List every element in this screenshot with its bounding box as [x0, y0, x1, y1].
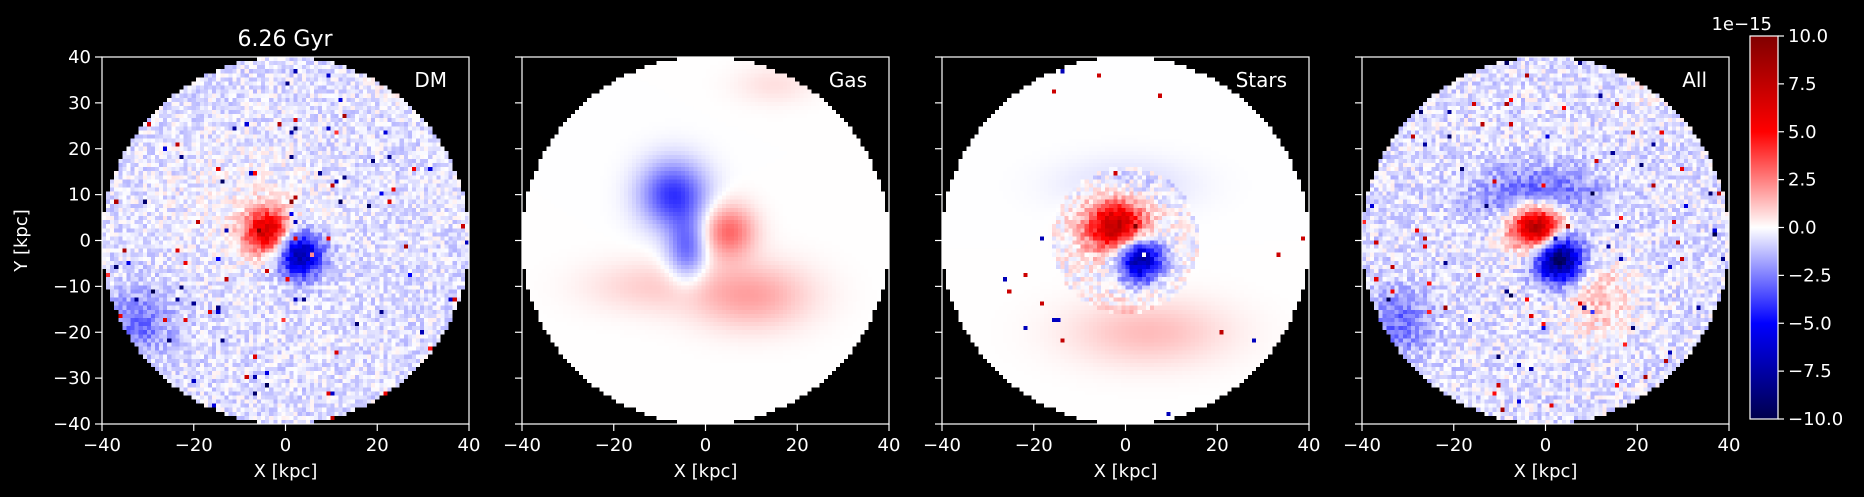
panel-label: Stars — [1236, 68, 1287, 92]
figure-title: 6.26 Gyr — [237, 27, 333, 52]
heatmap-stars — [942, 57, 1309, 424]
panel-dm: DM −40 −20 0 20 40 40 30 20 10 0 −10 −20 −30 −40 X [kpc… — [11, 47, 480, 482]
colorbar-tick-label: 2.5 — [1788, 170, 1817, 191]
x-tick-label: 20 — [1206, 435, 1229, 456]
x-tick-label: −20 — [175, 435, 213, 456]
panel-gas: Gas −40 −20 0 20 40 X [kpc] — [503, 56, 901, 482]
x-tick-label: 0 — [700, 435, 711, 456]
panel-all: All −40 −20 0 20 40 X [kpc] — [1343, 56, 1741, 482]
panel-stars: Stars −40 −20 0 20 40 X [kpc] — [923, 56, 1321, 482]
x-tick-label: 0 — [1540, 435, 1551, 456]
heatmap-all — [1362, 57, 1729, 424]
x-axis-label: X [kpc] — [674, 461, 738, 482]
heatmap-dm — [102, 57, 469, 424]
panel-label: Gas — [829, 68, 867, 92]
x-axis-label: X [kpc] — [254, 461, 318, 482]
heatmap-gas — [522, 57, 889, 424]
colorbar-tick-label: 10.0 — [1788, 26, 1828, 47]
x-tick-label: −40 — [923, 435, 961, 456]
x-tick-label: 20 — [366, 435, 389, 456]
x-tick-label: −40 — [503, 435, 541, 456]
panel-label: DM — [414, 68, 447, 92]
x-tick-label: 40 — [878, 435, 901, 456]
x-tick-label: −20 — [595, 435, 633, 456]
x-tick-label: −20 — [1015, 435, 1053, 456]
y-tick-label: −20 — [53, 322, 91, 343]
y-axis-label: Y [kpc] — [11, 209, 32, 273]
colorbar-tick-label: 7.5 — [1788, 74, 1817, 95]
y-tick-label: −30 — [53, 368, 91, 389]
x-tick-label: −40 — [1343, 435, 1381, 456]
y-tick-label: 40 — [68, 47, 91, 68]
x-tick-label: −40 — [83, 435, 121, 456]
colorbar-tick-label: −10.0 — [1788, 409, 1843, 430]
x-axis-label: X [kpc] — [1514, 461, 1578, 482]
y-tick-label: 0 — [80, 231, 91, 252]
colorbar: 1e−15 10.0 7.5 5.0 2.5 0.0 −2.5 −5.0 −7.5 −10.0 — [1711, 14, 1843, 430]
x-axis-label: X [kpc] — [1094, 461, 1158, 482]
colorbar-tick-label: 0.0 — [1788, 218, 1817, 239]
x-tick-label: 40 — [1298, 435, 1321, 456]
panel-label: All — [1682, 68, 1707, 92]
x-tick-label: 40 — [458, 435, 481, 456]
y-tick-label: 20 — [68, 139, 91, 160]
y-tick-label: −10 — [53, 276, 91, 297]
colorbar-tick-label: −7.5 — [1788, 361, 1832, 382]
x-tick-label: 0 — [280, 435, 291, 456]
x-tick-label: 0 — [1120, 435, 1131, 456]
x-tick-label: −20 — [1435, 435, 1473, 456]
colorbar-gradient — [1749, 35, 1779, 420]
colorbar-tick-label: −2.5 — [1788, 265, 1832, 286]
colorbar-tick-label: −5.0 — [1788, 313, 1832, 334]
y-tick-label: −40 — [53, 414, 91, 435]
x-tick-label: 20 — [1626, 435, 1649, 456]
y-tick-label: 10 — [68, 185, 91, 206]
y-tick-label: 30 — [68, 93, 91, 114]
x-tick-label: 20 — [786, 435, 809, 456]
colorbar-tick-label: 5.0 — [1788, 122, 1817, 143]
colorbar-offset-label: 1e−15 — [1711, 14, 1772, 35]
x-tick-label: 40 — [1718, 435, 1741, 456]
